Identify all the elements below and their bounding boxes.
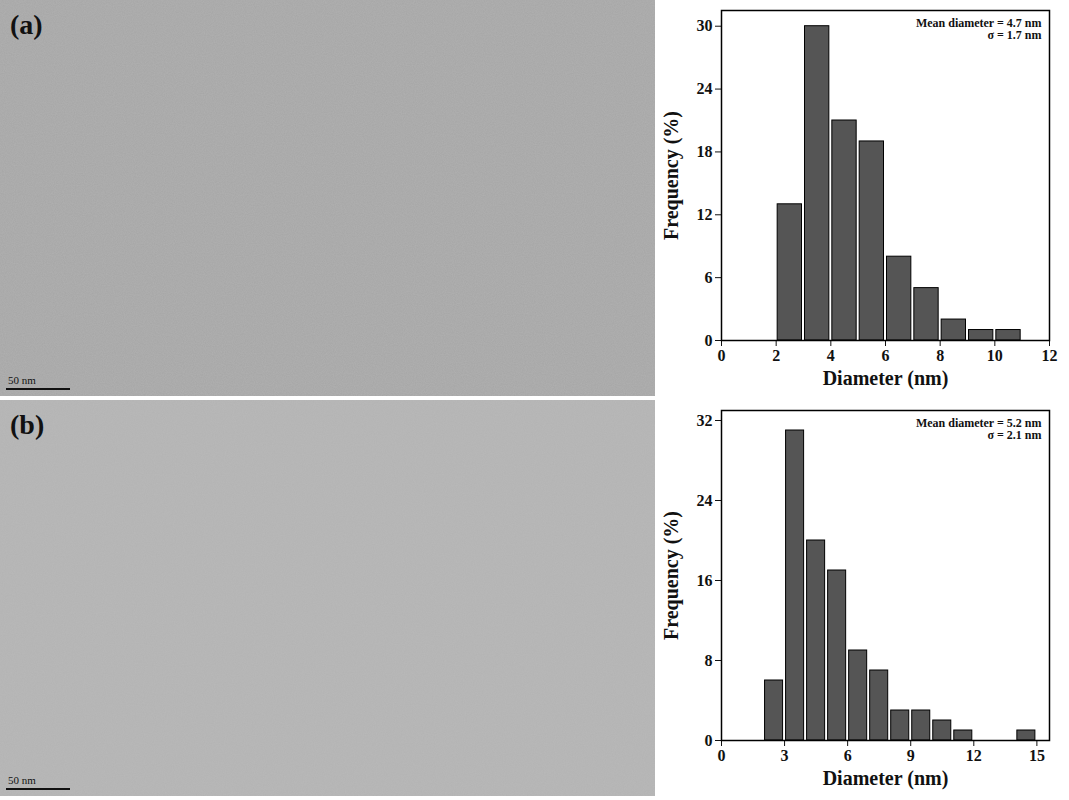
svg-text:12: 12: [1042, 347, 1058, 364]
svg-text:24: 24: [697, 492, 713, 509]
svg-text:Diameter (nm): Diameter (nm): [823, 767, 949, 790]
svg-text:24: 24: [697, 80, 713, 97]
svg-text:Frequency (%): Frequency (%): [660, 111, 683, 240]
svg-text:0: 0: [718, 747, 726, 764]
svg-text:(b): (b): [10, 409, 44, 440]
svg-text:50 nm: 50 nm: [8, 774, 36, 786]
svg-text:3: 3: [781, 747, 789, 764]
svg-text:12: 12: [697, 206, 713, 223]
svg-text:Diameter (nm): Diameter (nm): [823, 367, 949, 390]
svg-text:18: 18: [697, 143, 713, 160]
svg-text:0: 0: [718, 347, 726, 364]
svg-text:6: 6: [844, 747, 852, 764]
svg-text:50 nm: 50 nm: [8, 374, 36, 386]
svg-text:(a): (a): [10, 9, 43, 40]
svg-text:Mean diameter = 4.7 nmσ = 1.7: Mean diameter = 4.7 nmσ = 1.7 nm: [916, 16, 1042, 42]
svg-text:16: 16: [697, 572, 713, 589]
svg-text:Frequency (%): Frequency (%): [660, 511, 683, 640]
svg-text:0: 0: [705, 732, 713, 749]
svg-text:8: 8: [936, 347, 944, 364]
svg-text:9: 9: [907, 747, 915, 764]
svg-text:12: 12: [966, 747, 982, 764]
svg-text:4: 4: [827, 347, 835, 364]
svg-text:30: 30: [697, 17, 713, 34]
svg-text:10: 10: [987, 347, 1003, 364]
svg-text:Mean diameter = 5.2 nmσ = 2.1: Mean diameter = 5.2 nmσ = 2.1 nm: [916, 416, 1042, 442]
svg-text:6: 6: [882, 347, 890, 364]
svg-text:15: 15: [1029, 747, 1045, 764]
svg-text:2: 2: [772, 347, 780, 364]
svg-text:0: 0: [705, 332, 713, 349]
svg-text:32: 32: [697, 412, 713, 429]
svg-text:6: 6: [705, 269, 713, 286]
svg-text:8: 8: [705, 652, 713, 669]
